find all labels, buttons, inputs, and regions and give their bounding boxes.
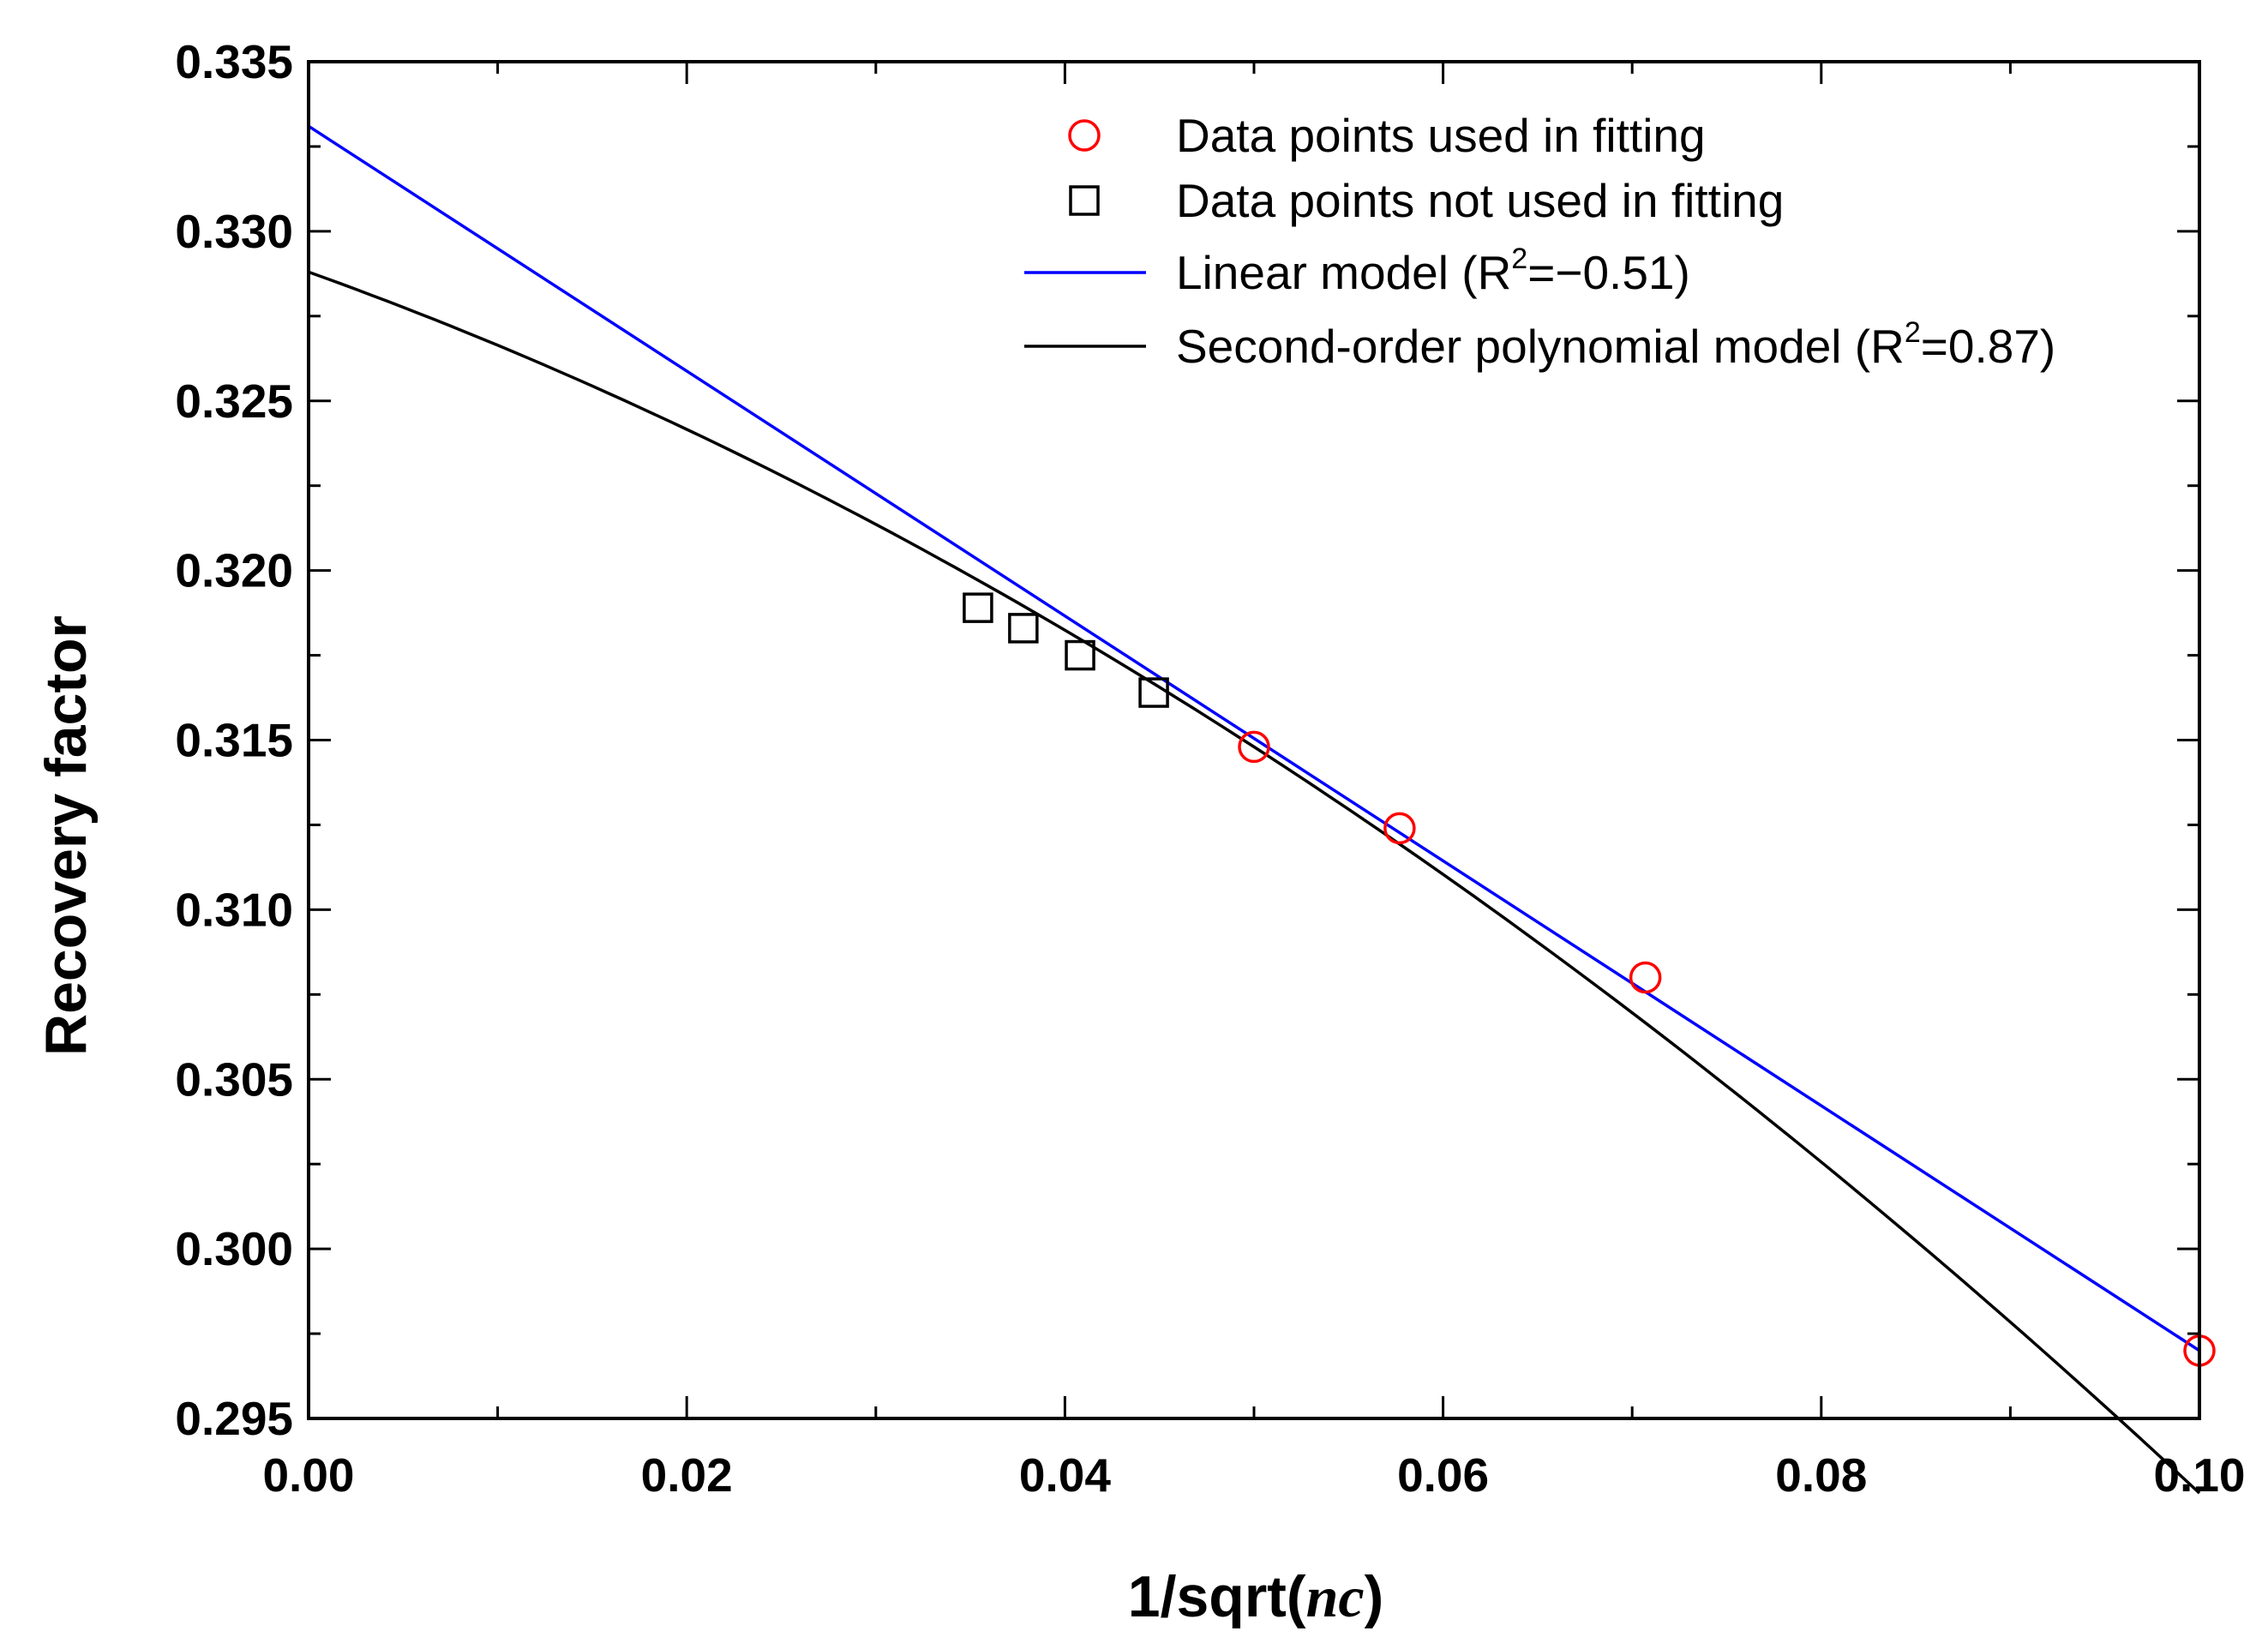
- y-axis-title: Recovery factor: [33, 615, 99, 1056]
- x-tick-label: 0.06: [1397, 1448, 1489, 1502]
- legend-circle-marker: [1068, 119, 1101, 152]
- fitted-data-point: [1629, 961, 1662, 994]
- y-tick-label: 0.310: [175, 883, 293, 936]
- y-tick-label: 0.315: [175, 714, 293, 767]
- y-tick-label: 0.305: [175, 1052, 293, 1106]
- x-tick-label: 0.00: [262, 1448, 354, 1502]
- linear-model-line: [308, 124, 2200, 1352]
- unfitted-data-point: [963, 592, 993, 623]
- legend-label: Second-order polynomial model (R2=0.87): [1176, 316, 2055, 373]
- x-tick-label: 0.08: [1775, 1448, 1867, 1502]
- model-lines: [308, 124, 2201, 1495]
- x-tick-label: 0.02: [641, 1448, 733, 1502]
- unfitted-data-point: [1138, 677, 1169, 708]
- x-tick-label: 0.04: [1019, 1448, 1111, 1502]
- x-axis-title-main: 1/sqrt(: [1128, 1564, 1306, 1629]
- legend-label: Data points not used in fitting: [1176, 174, 1784, 227]
- fitted-data-point: [1238, 730, 1270, 764]
- unfitted-data-point: [1008, 613, 1039, 644]
- y-tick-label: 0.325: [175, 375, 293, 428]
- x-tick-labels: 0.00 0.02 0.04 0.06 0.08 0.10: [262, 1448, 2245, 1502]
- y-tick-labels: 0.295 0.300 0.305 0.310 0.315 0.320 0.325 0.330…: [175, 35, 293, 1445]
- legend-label: Linear model (R2=−0.51): [1176, 243, 1690, 299]
- fitted-data-point: [1383, 812, 1416, 845]
- y-tick-label: 0.300: [175, 1222, 293, 1275]
- x-tick-label: 0.10: [2153, 1448, 2245, 1502]
- y-tick-label: 0.330: [175, 205, 293, 258]
- unfitted-data-point: [1065, 639, 1095, 671]
- plot-frame: [307, 60, 2201, 1420]
- legend-label: Data points used in fitting: [1176, 109, 1706, 162]
- legend: Data points used in fitting Data points n…: [1024, 109, 2055, 373]
- x-axis-title-italic: nc: [1306, 1564, 1365, 1629]
- y-tick-label: 0.295: [175, 1392, 293, 1445]
- legend-square-marker: [1069, 185, 1100, 216]
- x-axis-title-close: ): [1365, 1564, 1384, 1629]
- x-axis-title: 1/sqrt(nc): [1128, 1564, 1383, 1629]
- y-tick-label: 0.335: [175, 35, 293, 88]
- polynomial-model-curve: [308, 270, 2201, 1495]
- y-tick-label: 0.320: [175, 544, 293, 597]
